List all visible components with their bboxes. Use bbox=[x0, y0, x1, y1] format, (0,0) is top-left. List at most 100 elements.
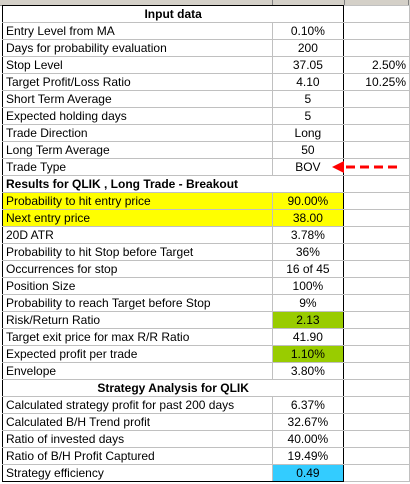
empty-cell[interactable] bbox=[343, 294, 410, 312]
input-label[interactable]: Stop Level bbox=[2, 56, 273, 74]
input-extra[interactable] bbox=[343, 22, 410, 40]
result-label[interactable]: Envelope bbox=[2, 362, 273, 380]
strategy-label[interactable]: Ratio of B/H Profit Captured bbox=[2, 447, 273, 465]
empty-cell[interactable] bbox=[343, 243, 410, 261]
input-extra[interactable] bbox=[343, 39, 410, 57]
empty-cell[interactable] bbox=[343, 311, 410, 329]
result-value[interactable]: 9% bbox=[271, 294, 345, 312]
input-row: Expected holding days 5 bbox=[2, 107, 410, 125]
result-value[interactable]: 36% bbox=[271, 243, 345, 261]
input-extra[interactable] bbox=[343, 90, 410, 108]
empty-cell[interactable] bbox=[343, 5, 410, 23]
red-arrow-annotation bbox=[332, 161, 398, 173]
column-divider[interactable] bbox=[344, 0, 345, 5]
empty-cell[interactable] bbox=[343, 277, 410, 295]
input-row: Days for probability evaluation 200 bbox=[2, 39, 410, 57]
strategy-value[interactable]: 19.49% bbox=[271, 447, 345, 465]
result-label[interactable]: Next entry price bbox=[2, 209, 273, 227]
result-row: Probability to hit Stop before Target 36% bbox=[2, 243, 410, 261]
strategy-label[interactable]: Calculated strategy profit for past 200 … bbox=[2, 396, 273, 414]
strategy-label[interactable]: Ratio of invested days bbox=[2, 430, 273, 448]
empty-cell[interactable] bbox=[343, 226, 410, 244]
input-data-title[interactable]: Input data bbox=[1, 5, 345, 23]
input-value[interactable]: 50 bbox=[271, 141, 345, 159]
input-value[interactable]: 5 bbox=[271, 90, 345, 108]
result-value[interactable]: 16 of 45 bbox=[271, 260, 345, 278]
input-extra[interactable] bbox=[343, 107, 410, 125]
strategy-row: Ratio of invested days 40.00% bbox=[2, 430, 410, 448]
input-value[interactable]: 4.10 bbox=[271, 73, 345, 91]
input-data-title-row: Input data bbox=[1, 5, 410, 23]
input-value[interactable]: 0.10% bbox=[271, 22, 345, 40]
result-row: Risk/Return Ratio 2.13 bbox=[2, 311, 410, 329]
empty-cell[interactable] bbox=[343, 447, 410, 465]
result-value[interactable]: 100% bbox=[271, 277, 345, 295]
result-value[interactable]: 90.00% bbox=[271, 192, 345, 210]
empty-cell[interactable] bbox=[343, 345, 410, 363]
empty-cell[interactable] bbox=[343, 430, 410, 448]
results-title[interactable]: Results for QLIK , Long Trade - Breakout bbox=[1, 175, 345, 193]
result-value[interactable]: 2.13 bbox=[271, 311, 345, 329]
result-label[interactable]: Risk/Return Ratio bbox=[2, 311, 273, 329]
input-label[interactable]: Entry Level from MA bbox=[2, 22, 273, 40]
result-row: Probability to reach Target before Stop 9… bbox=[2, 294, 410, 312]
input-label[interactable]: Days for probability evaluation bbox=[2, 39, 273, 57]
strategy-value[interactable]: 6.37% bbox=[271, 396, 345, 414]
result-label[interactable]: Probability to hit entry price bbox=[2, 192, 273, 210]
result-label[interactable]: Position Size bbox=[2, 277, 273, 295]
input-label[interactable]: Trade Type bbox=[2, 158, 273, 176]
input-value[interactable]: Long bbox=[271, 124, 345, 142]
input-extra[interactable]: 10.25% bbox=[343, 73, 410, 91]
empty-cell[interactable] bbox=[343, 464, 410, 482]
result-value[interactable]: 38.00 bbox=[271, 209, 345, 227]
strategy-value[interactable]: 32.67% bbox=[271, 413, 345, 431]
strategy-row: Calculated B/H Trend profit 32.67% bbox=[2, 413, 410, 431]
empty-cell[interactable] bbox=[343, 379, 410, 397]
result-label[interactable]: Target exit price for max R/R Ratio bbox=[2, 328, 273, 346]
input-row: Stop Level 37.05 2.50% bbox=[2, 56, 410, 74]
strategy-label[interactable]: Strategy efficiency bbox=[2, 464, 273, 482]
empty-cell[interactable] bbox=[343, 260, 410, 278]
strategy-row: Strategy efficiency 0.49 bbox=[2, 464, 410, 482]
strategy-label[interactable]: Calculated B/H Trend profit bbox=[2, 413, 273, 431]
empty-cell[interactable] bbox=[343, 192, 410, 210]
result-label[interactable]: Occurrences for stop bbox=[2, 260, 273, 278]
strategy-value[interactable]: 40.00% bbox=[271, 430, 345, 448]
strategy-value[interactable]: 0.49 bbox=[271, 464, 345, 482]
empty-cell[interactable] bbox=[343, 396, 410, 414]
result-label[interactable]: Probability to hit Stop before Target bbox=[2, 243, 273, 261]
input-label[interactable]: Expected holding days bbox=[2, 107, 273, 125]
input-label[interactable]: Short Term Average bbox=[2, 90, 273, 108]
empty-cell[interactable] bbox=[343, 209, 410, 227]
column-divider[interactable] bbox=[272, 0, 273, 5]
result-label[interactable]: Probability to reach Target before Stop bbox=[2, 294, 273, 312]
input-extra[interactable] bbox=[343, 124, 410, 142]
input-value[interactable]: 37.05 bbox=[271, 56, 345, 74]
input-value[interactable]: 200 bbox=[271, 39, 345, 57]
input-extra[interactable] bbox=[343, 141, 410, 159]
input-label[interactable]: Long Term Average bbox=[2, 141, 273, 159]
empty-cell[interactable] bbox=[343, 175, 410, 193]
empty-cell[interactable] bbox=[343, 413, 410, 431]
result-value[interactable]: 3.80% bbox=[271, 362, 345, 380]
input-label[interactable]: Target Profit/Loss Ratio bbox=[2, 73, 273, 91]
column-divider[interactable] bbox=[408, 0, 409, 5]
input-row: Entry Level from MA 0.10% bbox=[2, 22, 410, 40]
input-value[interactable]: 5 bbox=[271, 107, 345, 125]
empty-cell[interactable] bbox=[343, 362, 410, 380]
input-extra[interactable]: 2.50% bbox=[343, 56, 410, 74]
result-value[interactable]: 41.90 bbox=[271, 328, 345, 346]
result-value[interactable]: 3.78% bbox=[271, 226, 345, 244]
result-label[interactable]: Expected profit per trade bbox=[2, 345, 273, 363]
result-row: Position Size 100% bbox=[2, 277, 410, 295]
empty-cell[interactable] bbox=[343, 328, 410, 346]
result-row: Probability to hit entry price 90.00% bbox=[2, 192, 410, 210]
input-label[interactable]: Trade Direction bbox=[2, 124, 273, 142]
strategy-title[interactable]: Strategy Analysis for QLIK bbox=[1, 379, 345, 397]
strategy-row: Ratio of B/H Profit Captured 19.49% bbox=[2, 447, 410, 465]
result-label[interactable]: 20D ATR bbox=[2, 226, 273, 244]
results-title-row: Results for QLIK , Long Trade - Breakout bbox=[1, 175, 410, 193]
result-value[interactable]: 1.10% bbox=[271, 345, 345, 363]
input-value[interactable]: BOV bbox=[271, 158, 345, 176]
